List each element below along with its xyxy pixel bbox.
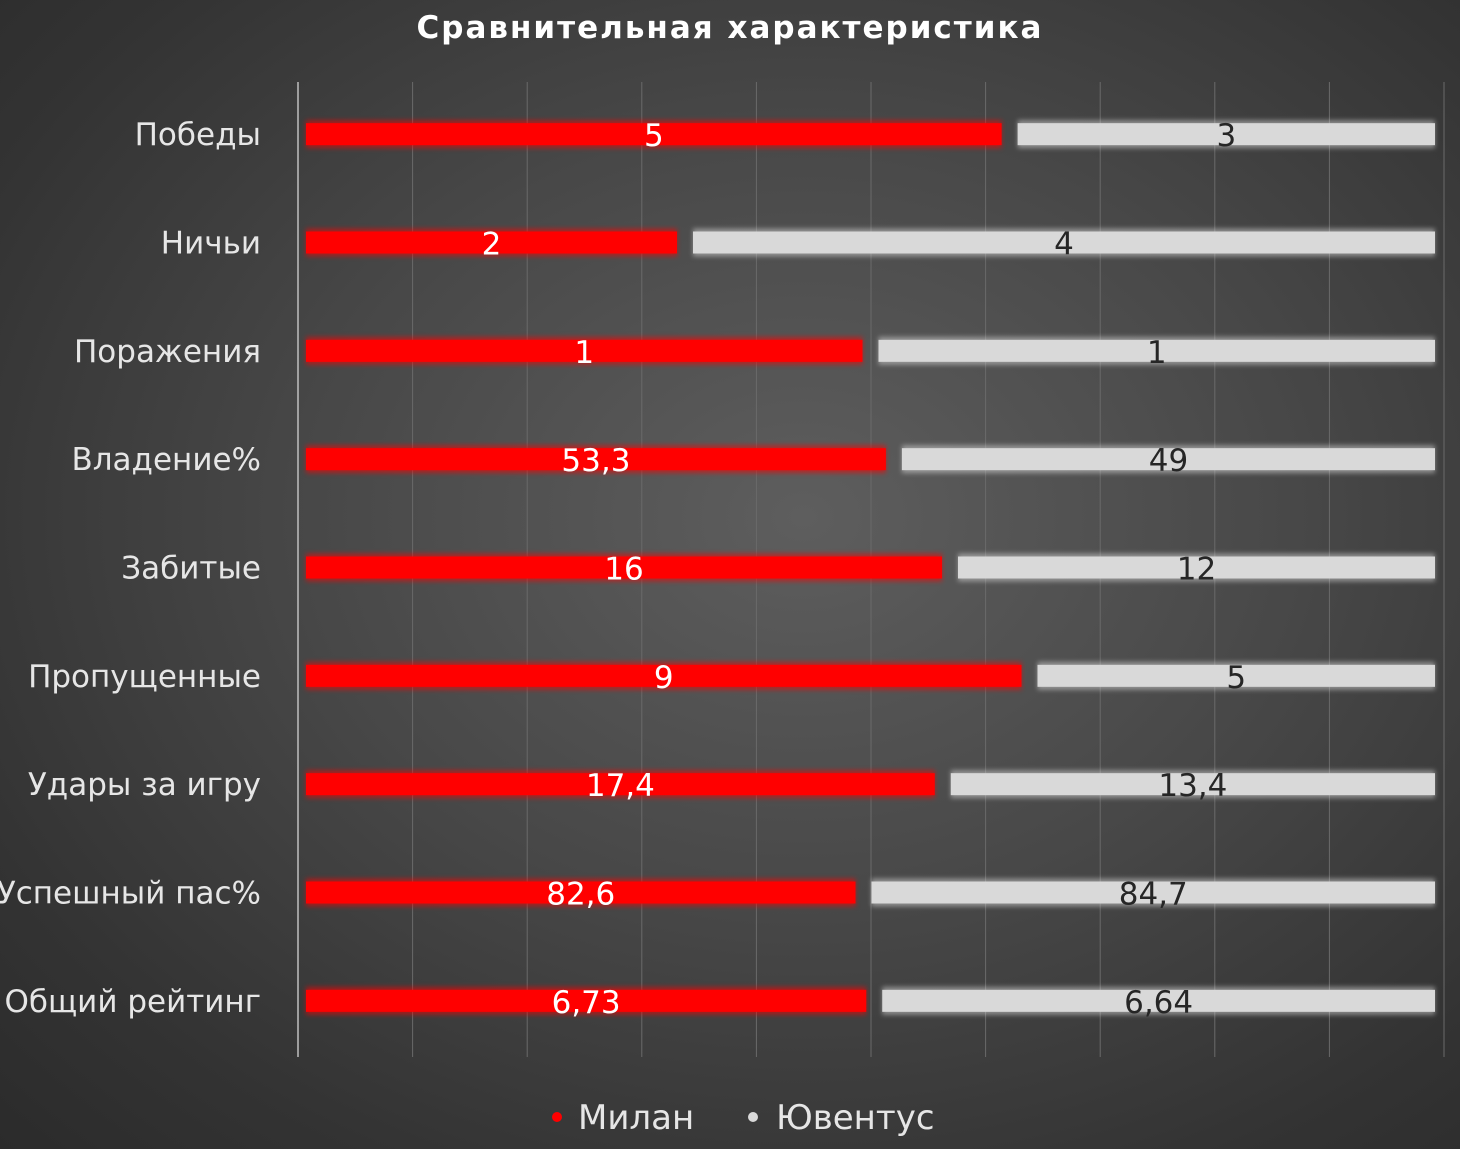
- category-label: Удары за игру: [28, 767, 261, 803]
- bar-juventus: [950, 773, 1435, 796]
- legend-label: Ювентус: [776, 1098, 935, 1138]
- bars: 5 3 2 4 1 1 53,3 49 16 12 9 5 17,4 13,4 82,6 84,7 6,73 6,…: [306, 118, 1435, 1021]
- bar-milan: [306, 664, 1022, 687]
- data-label-juventus: 4: [1054, 227, 1074, 263]
- data-label-milan: 53,3: [561, 443, 630, 479]
- data-label-milan: 2: [482, 227, 502, 263]
- data-label-milan: 5: [644, 118, 664, 154]
- category-label: Пропущенные: [28, 659, 261, 695]
- data-label-juventus: 84,7: [1119, 877, 1188, 913]
- legend: Милан Ювентус: [552, 1098, 935, 1138]
- data-label-milan: 16: [604, 552, 643, 588]
- data-label-milan: 17,4: [586, 768, 655, 804]
- data-label-juventus: 6,64: [1124, 985, 1193, 1021]
- bar-juventus: [878, 339, 1435, 362]
- bar-juventus: [901, 448, 1435, 471]
- category-label: Общий рейтинг: [4, 984, 261, 1020]
- data-label-juventus: 12: [1177, 552, 1216, 588]
- legend-marker: [748, 1112, 758, 1122]
- category-label: Успешный пас%: [0, 876, 261, 912]
- category-labels: Победы Ничьи Поражения Владение% Забитые Проп…: [0, 117, 261, 1020]
- data-label-juventus: 13,4: [1158, 768, 1227, 804]
- data-label-juventus: 3: [1216, 118, 1236, 154]
- category-label: Владение%: [71, 442, 261, 478]
- bar-juventus: [958, 556, 1435, 579]
- bar-milan: [306, 231, 677, 254]
- bar-juventus: [1037, 664, 1435, 687]
- bar-milan: [306, 773, 935, 796]
- bar-juventus: [693, 231, 1435, 254]
- data-label-milan: 82,6: [546, 877, 615, 913]
- bar-milan: [306, 989, 867, 1012]
- category-label: Забитые: [121, 551, 261, 587]
- data-label-milan: 1: [574, 335, 594, 371]
- bar-juventus: [1017, 123, 1435, 146]
- data-label-milan: 9: [654, 660, 674, 696]
- bar-milan: [306, 123, 1002, 146]
- category-label: Поражения: [74, 334, 261, 370]
- data-label-juventus: 5: [1226, 660, 1246, 696]
- bar-milan: [306, 881, 856, 904]
- category-label: Ничьи: [161, 226, 261, 262]
- legend-label: Милан: [578, 1098, 694, 1138]
- data-label-juventus: 49: [1149, 443, 1188, 479]
- legend-item-milan: Милан: [552, 1098, 694, 1138]
- legend-item-juventus: Ювентус: [748, 1098, 935, 1138]
- bar-milan: [306, 448, 886, 471]
- chart-title: Сравнительная характеристика: [416, 10, 1044, 46]
- category-label: Победы: [135, 117, 261, 153]
- bar-milan: [306, 556, 942, 579]
- bar-juventus: [871, 881, 1435, 904]
- bar-milan: [306, 339, 863, 362]
- data-label-juventus: 1: [1147, 335, 1167, 371]
- data-label-milan: 6,73: [552, 985, 621, 1021]
- bar-juventus: [882, 989, 1435, 1012]
- legend-marker: [552, 1112, 562, 1122]
